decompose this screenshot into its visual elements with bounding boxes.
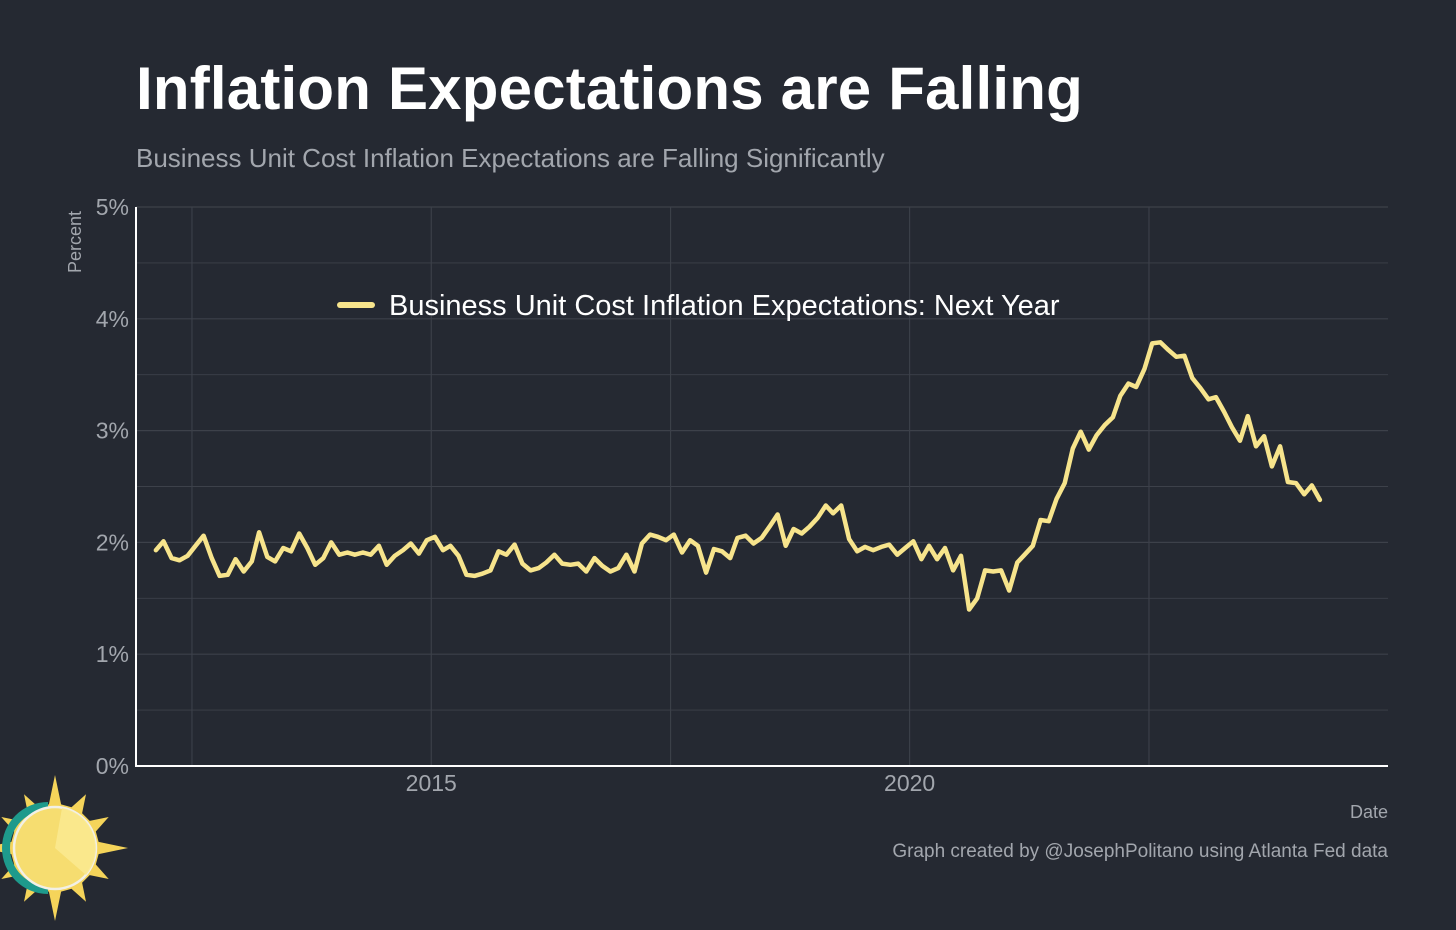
y-tick-label: 4% [96,306,129,332]
y-tick-label: 3% [96,418,129,444]
y-axis-title: Percent [65,211,85,273]
y-tick-label: 2% [96,529,129,555]
legend: Business Unit Cost Inflation Expectation… [337,290,1060,322]
y-tick-label: 5% [96,194,129,220]
chart-title: Inflation Expectations are Falling [136,55,1083,122]
series-group [153,340,1323,612]
x-tick-labels: 2015 2020 [406,770,936,796]
x-axis-title: Date [1350,802,1388,822]
x-tick-label: 2020 [884,770,935,796]
legend-label: Business Unit Cost Inflation Expectation… [389,290,1060,322]
sun-logo-icon [0,775,128,921]
x-tick-label: 2015 [406,770,457,796]
sun-highlight [55,808,96,875]
y-tick-labels: 0% 1% 2% 3% 4% 5% [96,194,129,779]
sun-teal-ring [2,802,48,894]
grid-lines [136,206,1388,766]
credit-text: Graph created by @JosephPolitano using A… [892,841,1388,862]
axes [135,207,1388,767]
y-tick-label: 0% [96,753,129,779]
series-line [153,340,1323,612]
y-tick-label: 1% [96,641,129,667]
chart-subtitle: Business Unit Cost Inflation Expectation… [136,143,885,173]
